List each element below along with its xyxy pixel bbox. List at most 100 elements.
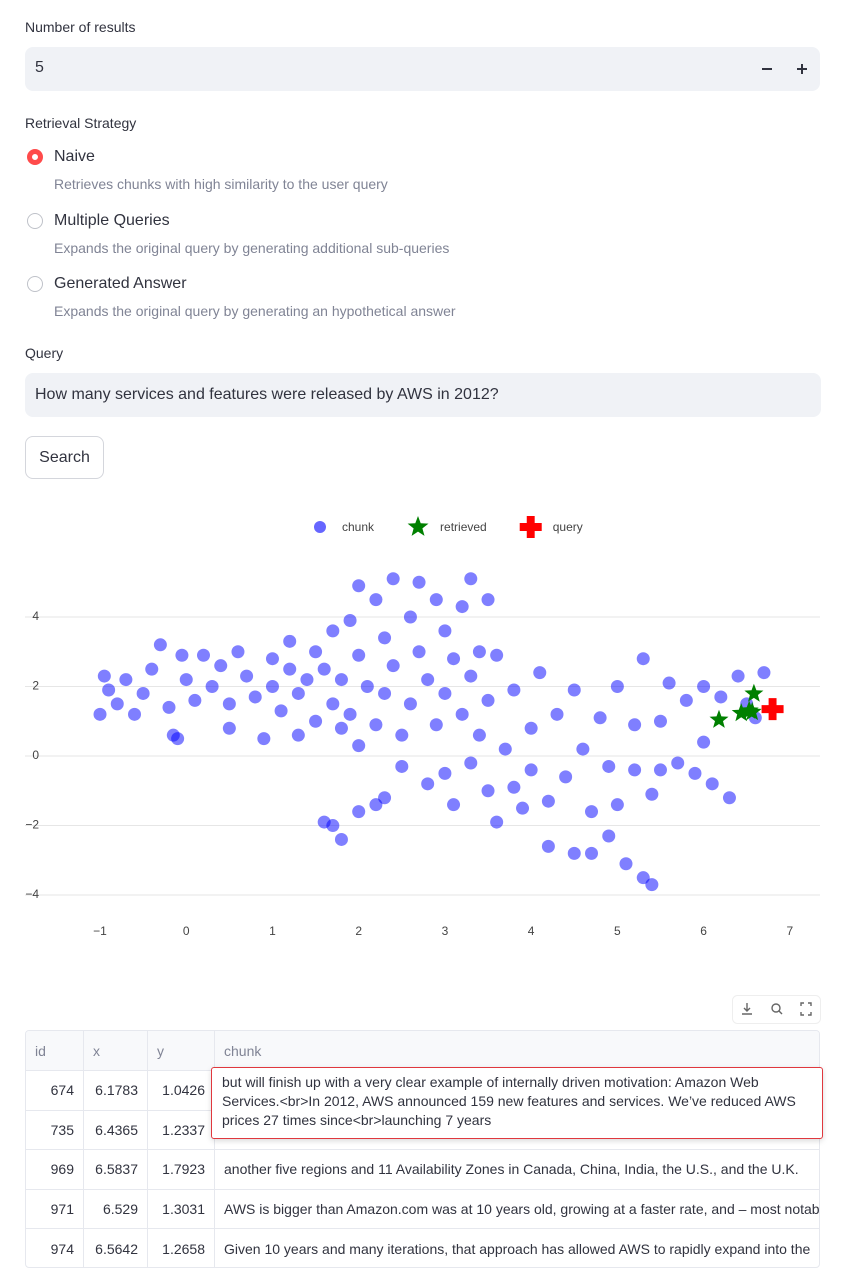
radio-button[interactable] (27, 276, 43, 292)
number-label: Number of results (25, 19, 136, 35)
point (636, 871, 650, 885)
point (464, 756, 478, 770)
radio-label[interactable]: Naive (54, 148, 95, 165)
table-cell[interactable]: AWS is bigger than Amazon.com was at 10 … (215, 1190, 819, 1230)
x-tick-label: 2 (355, 924, 362, 938)
table-cell[interactable]: 6.4365 (84, 1110, 148, 1151)
table-cell[interactable]: 735 (26, 1110, 84, 1151)
point (128, 707, 142, 721)
point (697, 680, 711, 694)
fullscreen-icon[interactable] (800, 1002, 812, 1016)
point (343, 707, 357, 721)
table-cell[interactable] (215, 1111, 819, 1151)
search-button[interactable]: Search (25, 436, 104, 479)
point (421, 777, 435, 791)
x-tick-label: 3 (442, 924, 449, 938)
point (481, 784, 495, 798)
point (334, 673, 348, 687)
point (119, 673, 133, 687)
point (533, 666, 547, 680)
table-cell[interactable]: 1.2337 (148, 1110, 215, 1151)
table-cell[interactable]: 974 (26, 1229, 84, 1267)
x-tick-label: 5 (614, 924, 621, 938)
radio-label[interactable]: Multiple Queries (54, 211, 170, 229)
point (248, 690, 262, 704)
point (412, 575, 426, 589)
table-cell[interactable]: 6.5642 (84, 1229, 148, 1267)
point (360, 680, 374, 694)
table-cell[interactable]: 1.2658 (148, 1229, 215, 1267)
download-icon[interactable] (742, 1003, 752, 1015)
point (291, 728, 305, 742)
point (645, 787, 659, 801)
point (222, 721, 236, 735)
point (231, 645, 245, 659)
x-tick-label: 6 (700, 924, 707, 938)
point (645, 878, 659, 892)
point (93, 707, 107, 721)
point (550, 707, 564, 721)
point (352, 805, 366, 819)
point (175, 648, 189, 662)
table-cell[interactable]: 1.3031 (148, 1189, 215, 1230)
point (722, 791, 736, 805)
table-cell[interactable]: Given 10 years and many iterations, that… (215, 1229, 819, 1267)
stepper (762, 64, 807, 74)
table-cell[interactable]: 971 (26, 1189, 84, 1230)
legend: chunk retrieved query (314, 516, 583, 538)
table-toolbar (732, 995, 821, 1024)
point (309, 645, 323, 659)
point (240, 669, 254, 683)
point (576, 742, 590, 756)
point (731, 669, 745, 683)
point (714, 690, 728, 704)
point (636, 652, 650, 666)
point (524, 721, 538, 735)
table-cell[interactable]: 6.529 (84, 1189, 148, 1230)
point (757, 666, 771, 680)
point (352, 648, 366, 662)
table-cell[interactable]: 1.0426 (148, 1071, 215, 1111)
table-cell[interactable]: 1.7923 (148, 1150, 215, 1190)
column-header: x (84, 1031, 148, 1071)
point (455, 707, 469, 721)
query-input[interactable]: How many services and features were rele… (25, 373, 821, 417)
point (171, 732, 185, 746)
point (205, 680, 219, 694)
point (378, 686, 392, 700)
point (291, 686, 305, 700)
point (455, 600, 469, 614)
point (395, 728, 409, 742)
table-cell[interactable]: 6.5837 (84, 1150, 148, 1190)
point (567, 683, 581, 697)
search-icon[interactable] (771, 1003, 781, 1013)
x-tick-label: 1 (269, 924, 276, 938)
table-cell[interactable]: another five regions and 11 Availability… (215, 1150, 819, 1190)
point (481, 693, 495, 707)
radio-button[interactable] (27, 149, 43, 165)
radio-caption: Expands the original query by generating… (54, 239, 450, 256)
point (507, 780, 521, 794)
point (516, 801, 530, 815)
y-tick-label: −2 (25, 818, 39, 832)
point (490, 815, 504, 829)
table-cell[interactable]: 969 (26, 1150, 84, 1190)
point (429, 718, 443, 732)
radio-label[interactable]: Generated Answer (54, 275, 187, 292)
point (585, 846, 599, 860)
point (334, 721, 348, 735)
point (222, 697, 236, 711)
number-input[interactable]: 5 (25, 47, 820, 91)
column-header: chunk (215, 1031, 819, 1071)
point (464, 669, 478, 683)
point (314, 521, 326, 533)
point (429, 593, 443, 607)
y-tick-label: 4 (32, 609, 39, 623)
point (697, 735, 711, 749)
point (628, 763, 642, 777)
star-marker (744, 683, 764, 702)
table-cell[interactable]: 674 (26, 1071, 84, 1111)
table-cell[interactable]: 6.1783 (84, 1071, 148, 1111)
radio-button[interactable] (27, 212, 43, 229)
